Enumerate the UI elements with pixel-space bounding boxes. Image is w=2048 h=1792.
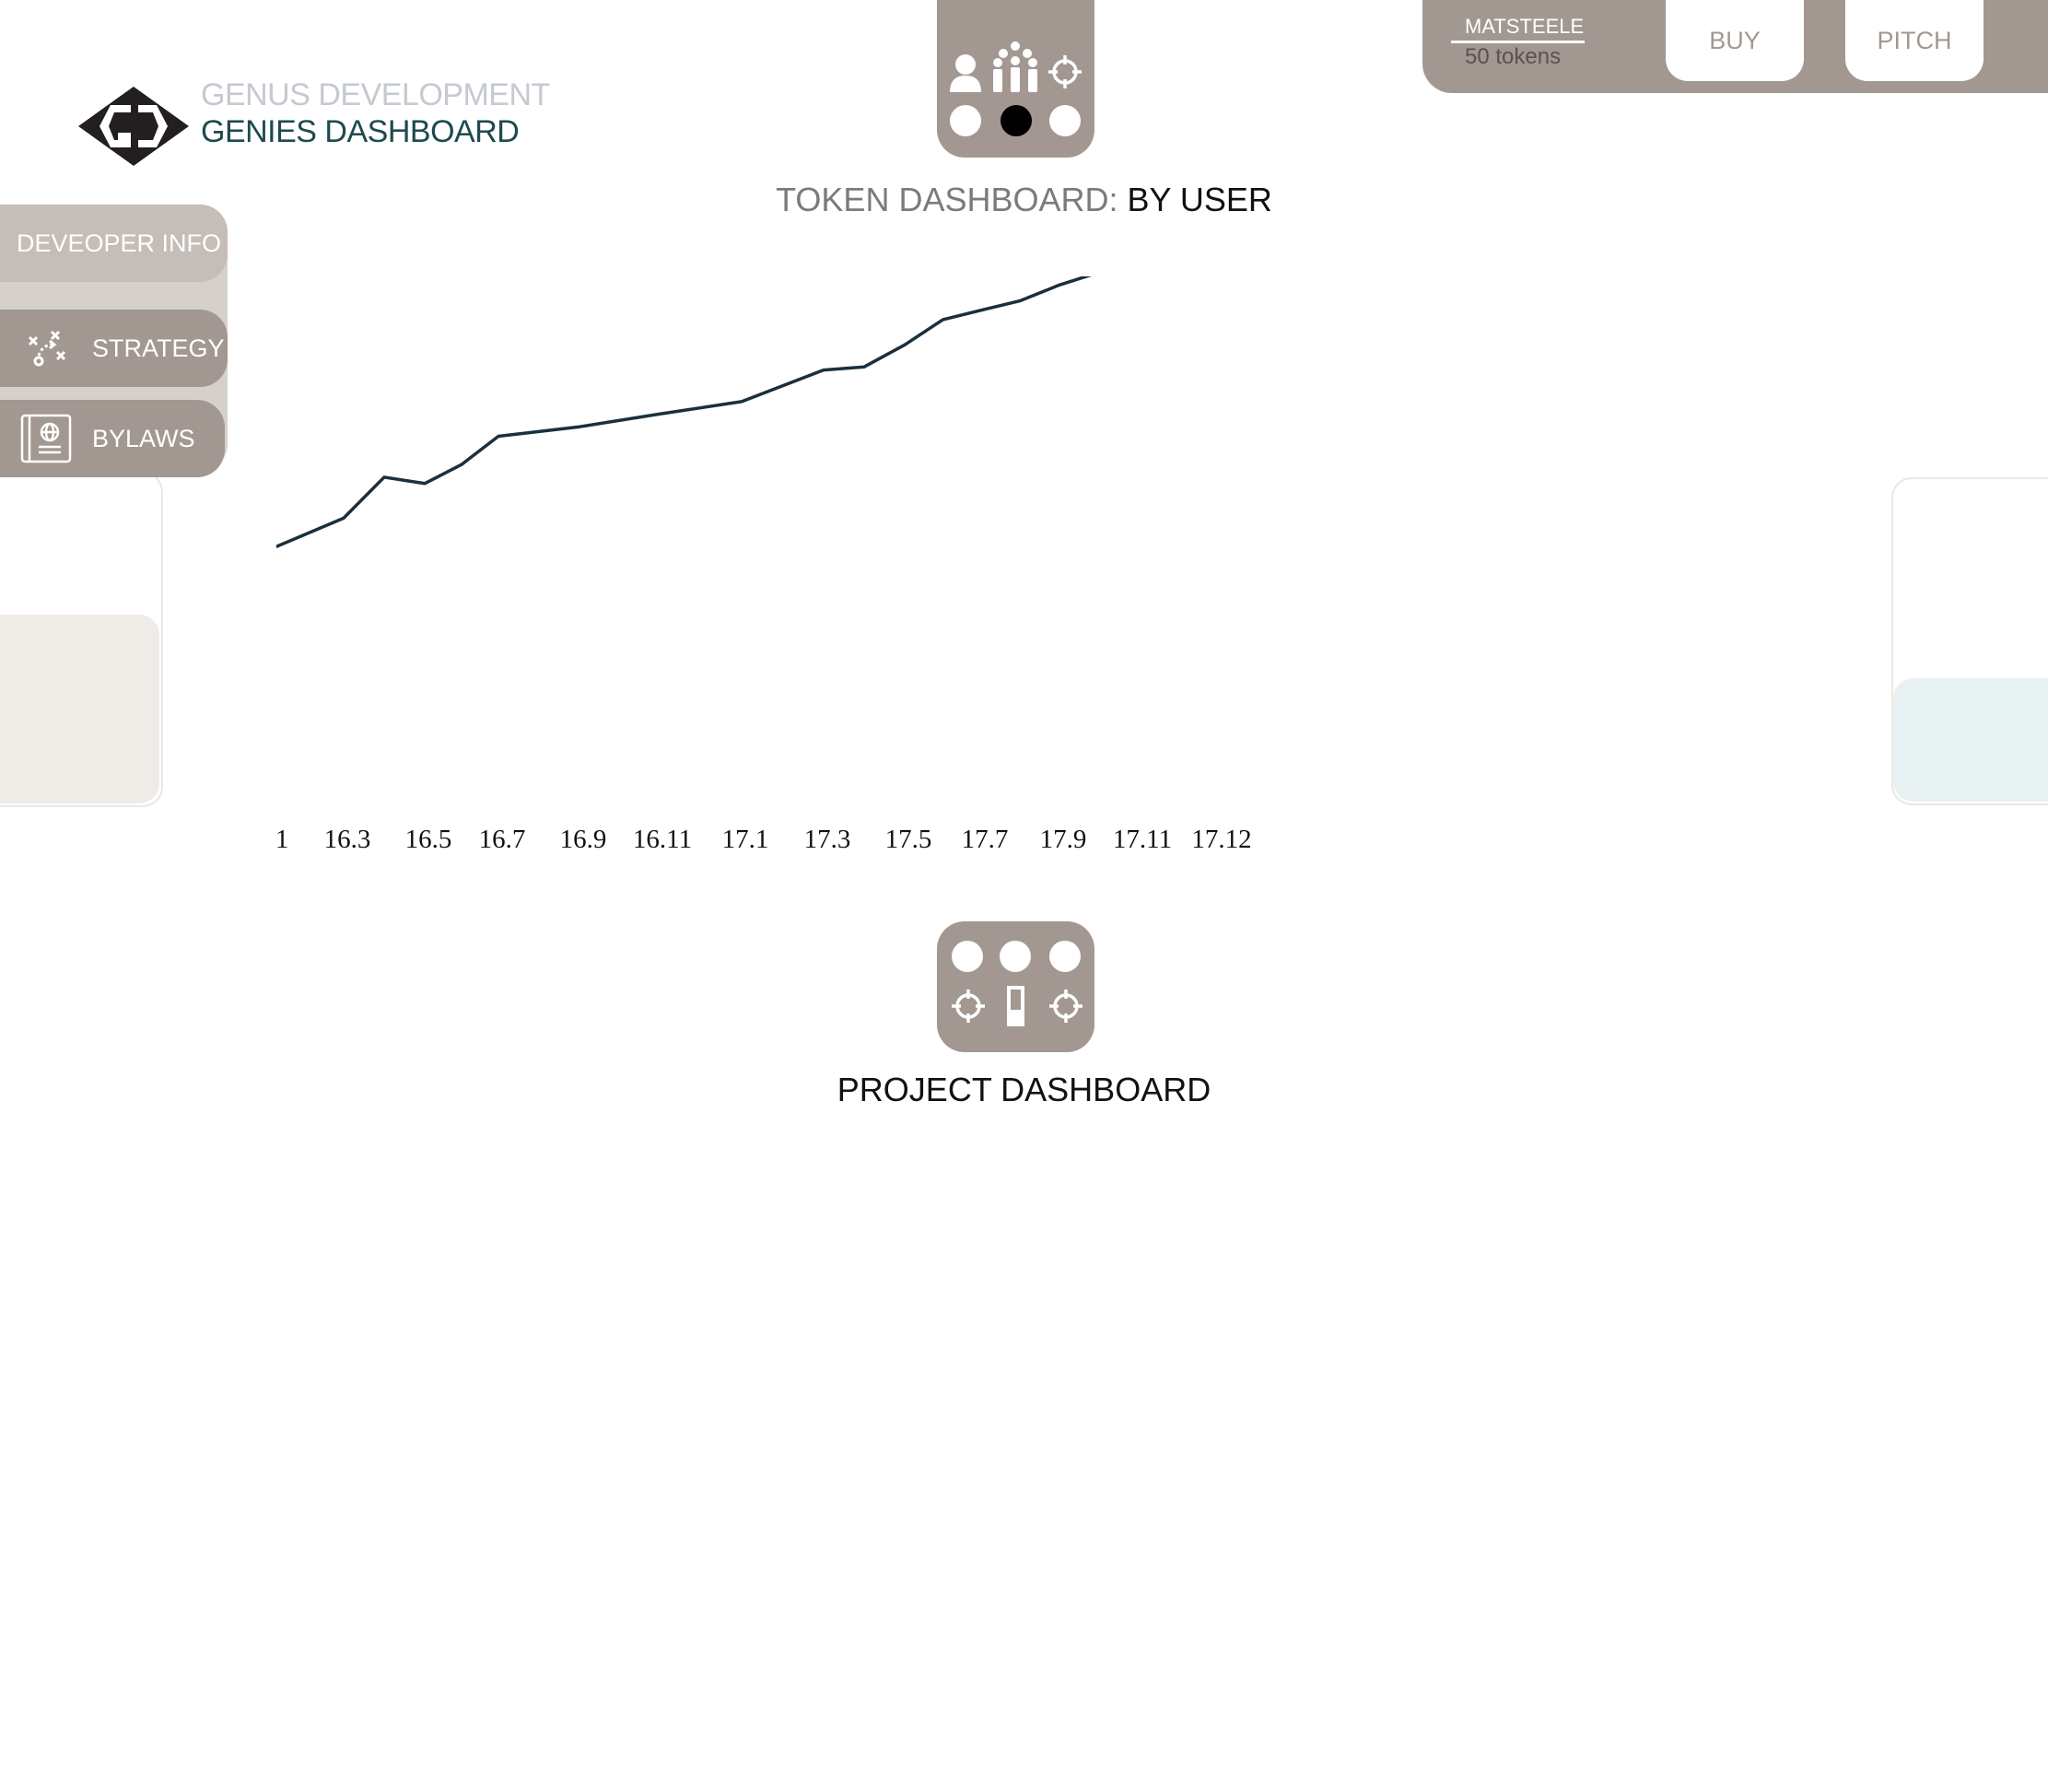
sidebar-item-bylaws[interactable]: BYLAWS — [0, 400, 225, 477]
sidebar-item-label: STRATEGY — [92, 334, 225, 362]
x-tick-label: 17.1 — [722, 825, 769, 854]
buy-button[interactable]: BUY — [1666, 0, 1804, 81]
x-tick-label: 16.11 — [633, 825, 692, 854]
x-tick-label: 16.5 — [405, 825, 452, 854]
token-line-chart: 16.1 16.3 16.5 16.7 16.9 16.11 17.1 17.3 17.5 17.… — [276, 276, 1252, 854]
sidebar-item-label: DEVEOPER INFO — [17, 228, 222, 257]
page-title-suffix: BY USER — [1127, 181, 1272, 218]
page-title: TOKEN DASHBOARD: BY USER — [0, 181, 2048, 219]
sidebar-item-developer-info[interactable]: DEVEOPER INFO — [0, 205, 228, 282]
x-tick-label: 17.11 — [1113, 825, 1172, 854]
x-tick-label: 16.3 — [324, 825, 371, 854]
target-icon[interactable] — [1048, 55, 1082, 88]
x-tick-label: 17.3 — [804, 825, 851, 854]
x-tick-label: 17.5 — [885, 825, 932, 854]
sidebar-item-strategy[interactable]: STRATEGY — [0, 310, 228, 387]
x-tick-label: 16.9 — [560, 825, 607, 854]
left-card-fill — [0, 615, 159, 803]
brand-name: GENUS DEVELOPMENT — [201, 77, 550, 112]
page-title-prefix: TOKEN DASHBOARD: — [776, 181, 1118, 218]
bylaws-book-icon — [0, 412, 92, 465]
user-name: MATSTEELE — [1465, 15, 1585, 38]
mode-dot-3[interactable] — [1049, 105, 1081, 136]
x-tick-label: 17.7 — [962, 825, 1009, 854]
gd-logo-icon — [78, 87, 189, 166]
target-icon[interactable] — [1049, 990, 1083, 1023]
target-icon[interactable] — [952, 990, 985, 1023]
right-card-fill — [1893, 678, 2048, 802]
project-dot-3[interactable] — [1049, 941, 1081, 972]
series-line — [276, 276, 1093, 549]
x-tick-label: 16.7 — [479, 825, 526, 854]
view-mode-switcher — [937, 0, 1094, 158]
device-icon[interactable] — [1007, 986, 1024, 1026]
x-tick-label: 17.12 — [1191, 825, 1251, 854]
project-dot-2[interactable] — [1000, 941, 1031, 972]
x-tick-label: 17.9 — [1040, 825, 1087, 854]
mode-dot-2-selected[interactable] — [1001, 105, 1032, 136]
strategy-play-icon — [0, 328, 92, 369]
project-mode-switcher — [937, 921, 1094, 1052]
group-users-icon[interactable] — [993, 41, 1037, 92]
single-user-icon[interactable] — [950, 54, 981, 92]
divider — [1451, 41, 1585, 43]
token-balance: 50 tokens — [1465, 44, 1562, 69]
sidebar-item-label: BYLAWS — [92, 424, 195, 452]
project-dot-1[interactable] — [952, 941, 983, 972]
x-tick-label: 16.1 — [276, 825, 288, 854]
mode-dot-1[interactable] — [950, 105, 981, 136]
project-dashboard-title: PROJECT DASHBOARD — [837, 1071, 1211, 1108]
pitch-button[interactable]: PITCH — [1845, 0, 1984, 81]
brand-subtitle: GENIES DASHBOARD — [201, 114, 520, 149]
